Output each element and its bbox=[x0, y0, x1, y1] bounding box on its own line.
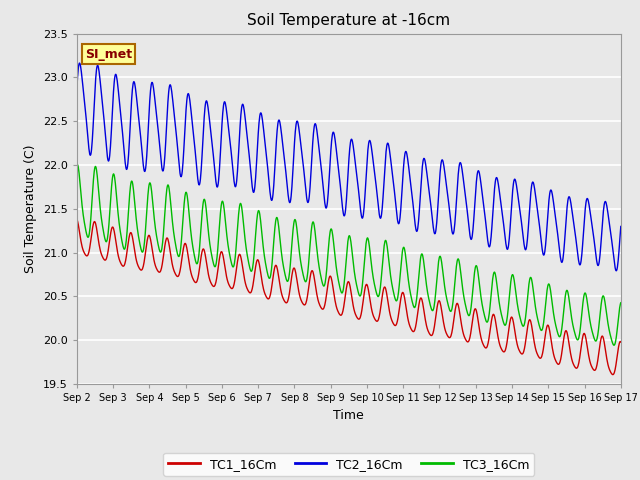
TC1_16Cm bbox=[617, 339, 625, 345]
TC1_16Cm bbox=[194, 276, 202, 281]
TC2_16Cm bbox=[76, 60, 83, 66]
TC3_16Cm bbox=[505, 302, 513, 308]
TC3_16Cm bbox=[610, 342, 618, 348]
TC3_16Cm bbox=[434, 269, 442, 275]
TC3_16Cm bbox=[553, 326, 561, 332]
TC3_16Cm bbox=[74, 162, 81, 168]
TC1_16Cm bbox=[504, 331, 512, 337]
TC2_16Cm bbox=[255, 120, 263, 126]
TC1_16Cm bbox=[609, 372, 617, 377]
X-axis label: Time: Time bbox=[333, 408, 364, 421]
TC2_16Cm bbox=[617, 224, 625, 229]
TC2_16Cm bbox=[195, 179, 202, 184]
TC1_16Cm bbox=[180, 241, 188, 247]
Y-axis label: Soil Temperature (C): Soil Temperature (C) bbox=[24, 144, 37, 273]
Text: SI_met: SI_met bbox=[85, 48, 132, 60]
TC1_16Cm bbox=[552, 359, 560, 364]
TC3_16Cm bbox=[73, 163, 81, 168]
TC2_16Cm bbox=[505, 242, 513, 248]
Line: TC3_16Cm: TC3_16Cm bbox=[77, 165, 621, 345]
TC2_16Cm bbox=[434, 210, 442, 216]
TC3_16Cm bbox=[617, 300, 625, 306]
TC2_16Cm bbox=[612, 268, 620, 274]
TC3_16Cm bbox=[255, 208, 263, 214]
TC2_16Cm bbox=[553, 222, 561, 228]
Line: TC2_16Cm: TC2_16Cm bbox=[77, 63, 621, 271]
TC3_16Cm bbox=[195, 257, 202, 263]
Line: TC1_16Cm: TC1_16Cm bbox=[77, 219, 621, 374]
TC1_16Cm bbox=[255, 258, 262, 264]
TC3_16Cm bbox=[181, 193, 189, 199]
TC1_16Cm bbox=[73, 216, 81, 222]
Title: Soil Temperature at -16cm: Soil Temperature at -16cm bbox=[247, 13, 451, 28]
TC2_16Cm bbox=[73, 86, 81, 92]
Legend: TC1_16Cm, TC2_16Cm, TC3_16Cm: TC1_16Cm, TC2_16Cm, TC3_16Cm bbox=[163, 453, 534, 476]
TC2_16Cm bbox=[181, 126, 189, 132]
TC1_16Cm bbox=[433, 304, 441, 310]
